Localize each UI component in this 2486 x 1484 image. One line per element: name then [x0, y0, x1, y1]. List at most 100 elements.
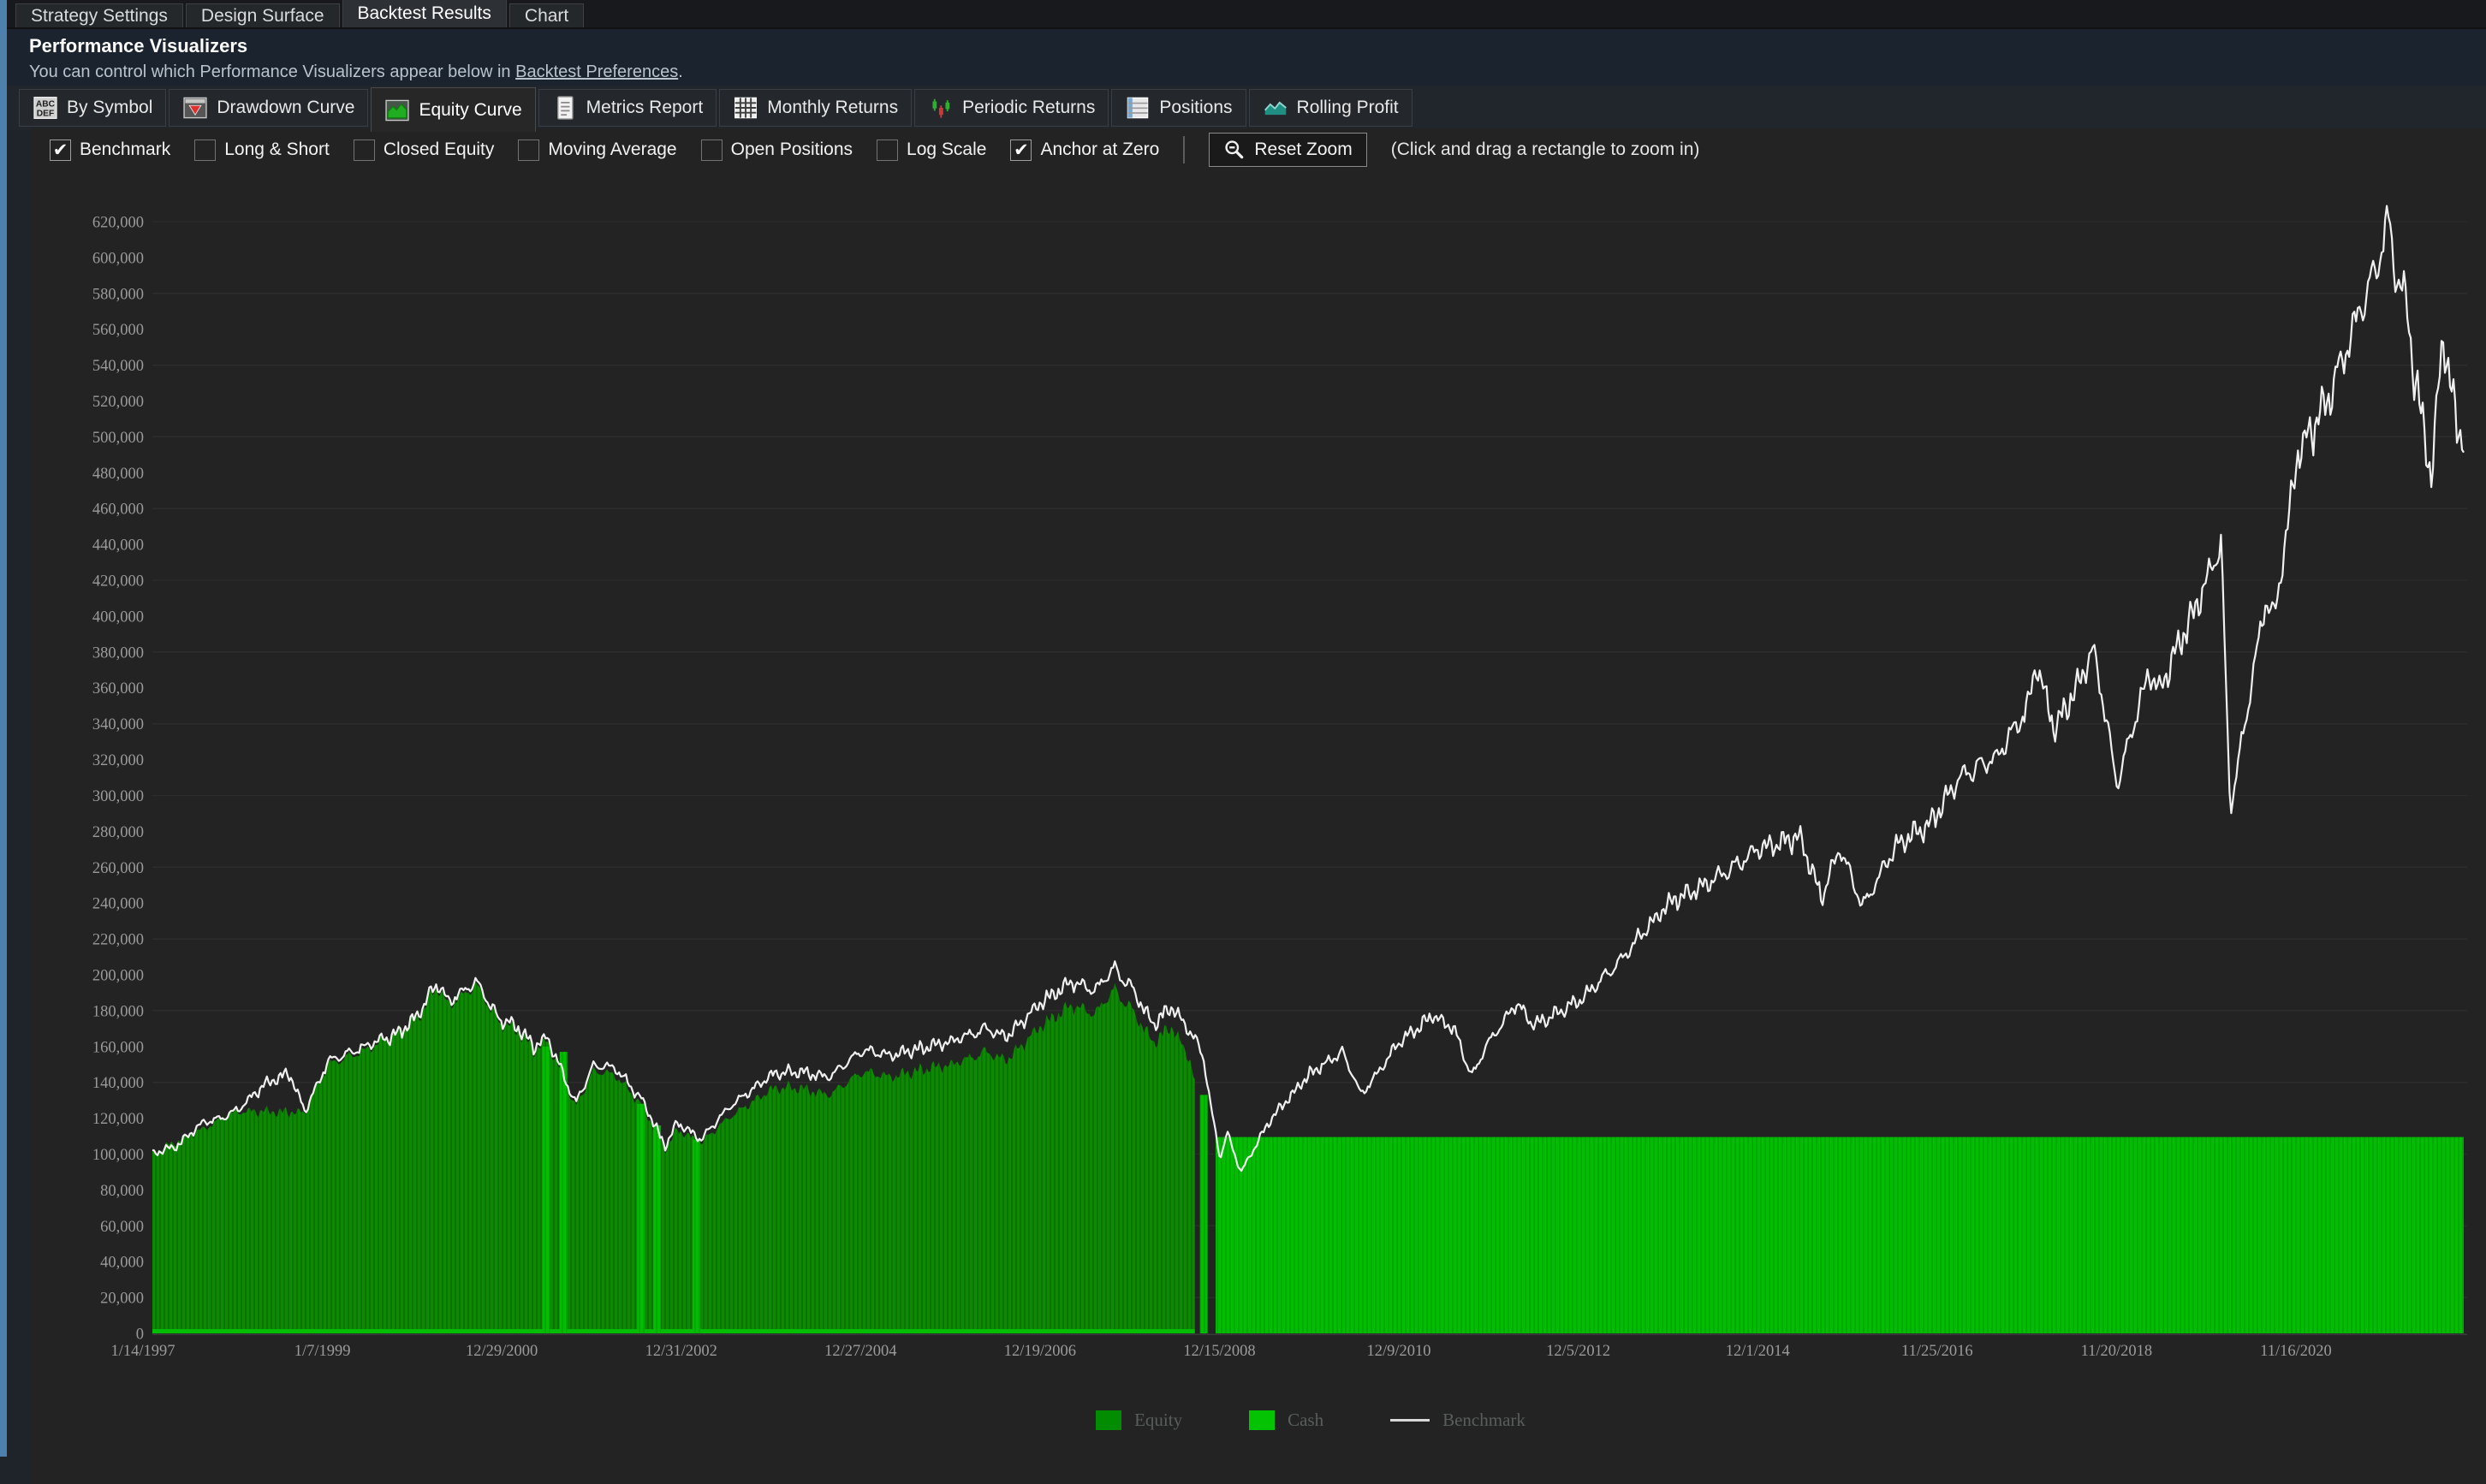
y-axis-tick-label: 260,000 — [92, 860, 144, 877]
y-axis-tick-label: 380,000 — [92, 644, 144, 662]
cash-blip-bar — [1199, 1095, 1208, 1333]
chart-legend: Equity Cash Benchmark — [152, 1405, 2469, 1434]
y-axis-tick-label: 140,000 — [92, 1075, 144, 1092]
visualizer-tab-periodic-returns[interactable]: Periodic Returns — [914, 89, 1109, 127]
y-axis-tick-label: 40,000 — [100, 1255, 144, 1272]
checkbox-open-positions[interactable]: Open Positions — [700, 139, 853, 161]
reset-zoom-button[interactable]: Reset Zoom — [1209, 133, 1367, 167]
svg-text:ABC: ABC — [36, 100, 56, 110]
checkbox-long-short[interactable]: Long & Short — [194, 139, 330, 161]
y-axis-tick-label: 240,000 — [92, 896, 144, 913]
y-axis-tick-label: 20,000 — [100, 1291, 144, 1308]
checked-checkbox-icon[interactable]: ✔ — [1010, 139, 1032, 161]
visualizer-tab-drawdown-curve[interactable]: Drawdown Curve — [169, 89, 369, 127]
checkbox-label: Long & Short — [224, 139, 330, 159]
window-tab-design-surface[interactable]: Design Surface — [185, 3, 340, 27]
x-axis-tick-label: 11/20/2018 — [2081, 1343, 2153, 1360]
y-axis-tick-label: 480,000 — [92, 466, 144, 483]
checkbox-label: Log Scale — [907, 139, 987, 159]
unchecked-checkbox-icon[interactable] — [194, 139, 217, 161]
y-axis-tick-label: 120,000 — [92, 1111, 144, 1128]
window-tab-chart[interactable]: Chart — [508, 3, 585, 27]
visualizer-tab-label: Rolling Profit — [1296, 98, 1399, 117]
visualizer-tab-positions[interactable]: Positions — [1111, 89, 1246, 127]
benchmark-line-series — [152, 205, 2465, 1172]
equity-chart-canvas[interactable]: 620,000 600,000 580,000 560,000 540,000 520,0… — [92, 193, 2481, 1386]
x-axis-tick-label: 12/29/2000 — [466, 1343, 538, 1360]
equity-area-series — [152, 981, 1195, 1333]
y-axis-tick-label: 300,000 — [92, 788, 144, 805]
y-axis-tick-label: 420,000 — [92, 573, 144, 591]
visualizer-tab-label: Positions — [1159, 98, 1233, 117]
page-title: Performance Visualizers — [29, 35, 248, 56]
checkbox-label: Benchmark — [80, 139, 171, 159]
y-axis-tick-label: 520,000 — [92, 394, 144, 411]
subtitle-text: You can control which Performance Visual… — [29, 62, 516, 81]
y-axis-tick-label: 220,000 — [92, 932, 144, 949]
visualizer-tab-label: Monthly Returns — [767, 98, 899, 117]
y-axis-tick-label: 560,000 — [92, 322, 144, 339]
y-axis-tick-label: 60,000 — [100, 1219, 144, 1236]
legend-benchmark-swatch — [1390, 1418, 1430, 1422]
checkbox-moving-average[interactable]: Moving Average — [518, 139, 677, 161]
legend-label: Benchmark — [1442, 1409, 1526, 1430]
checkbox-log-scale[interactable]: Log Scale — [877, 139, 986, 161]
cash-blip-bar — [653, 1125, 662, 1333]
visualizer-tab-label: By Symbol — [67, 98, 153, 117]
unchecked-checkbox-icon[interactable] — [877, 139, 899, 161]
y-axis-tick-label: 280,000 — [92, 824, 144, 841]
x-axis-tick-label: 1/7/1999 — [294, 1343, 351, 1360]
visualizer-tab-monthly-returns[interactable]: Monthly Returns — [719, 89, 913, 127]
equity-curve-icon — [384, 98, 410, 123]
visualizer-tab-metrics-report[interactable]: Metrics Report — [538, 89, 717, 127]
x-axis-tick-label: 12/1/2014 — [1726, 1343, 1790, 1360]
equity-curve-panel: ✔ Benchmark Long & Short Closed Equity Movin… — [31, 128, 2486, 1484]
performance-visualizers-header: Performance Visualizers You can control … — [7, 29, 2486, 86]
cash-blip-bar — [693, 1139, 700, 1333]
legend-label: Equity — [1134, 1409, 1183, 1430]
toolbar-separator — [1183, 136, 1186, 163]
checked-checkbox-icon[interactable]: ✔ — [50, 139, 71, 161]
window-tab-strategy-settings[interactable]: Strategy Settings — [15, 3, 183, 27]
visualizer-tab-rolling-profit[interactable]: Rolling Profit — [1248, 89, 1412, 127]
page-subtitle: You can control which Performance Visual… — [29, 62, 2486, 82]
zoom-hint-text: (Click and drag a rectangle to zoom in) — [1390, 139, 1700, 159]
unchecked-checkbox-icon[interactable] — [518, 139, 540, 161]
y-axis-tick-label: 100,000 — [92, 1147, 144, 1164]
dock-accent-strip — [0, 0, 7, 1457]
window-tab-bar: Strategy Settings Design Surface Backtest … — [7, 0, 2486, 29]
visualizer-tab-strip: ABC DEF By Symbol Drawdown Curve Equity Curv… — [7, 86, 2486, 132]
cash-blip-bar — [559, 1052, 568, 1333]
window-tab-backtest-results[interactable]: Backtest Results — [342, 0, 507, 27]
calendar-grid-icon — [733, 95, 758, 121]
periodic-bars-icon — [928, 95, 954, 121]
y-axis-tick-label: 0 — [136, 1327, 144, 1344]
chart-toolbar: ✔ Benchmark Long & Short Closed Equity Movin… — [31, 128, 2486, 171]
checkbox-anchor-at-zero[interactable]: ✔ Anchor at Zero — [1010, 139, 1159, 161]
visualizer-tab-label: Periodic Returns — [962, 98, 1096, 117]
y-axis-tick-label: 460,000 — [92, 502, 144, 519]
positions-table-icon — [1125, 95, 1151, 121]
legend-equity-swatch — [1096, 1410, 1122, 1430]
x-axis-tick-label: 12/19/2006 — [1004, 1343, 1076, 1360]
visualizer-tab-equity-curve[interactable]: Equity Curve — [371, 87, 536, 132]
checkbox-benchmark[interactable]: ✔ Benchmark — [50, 139, 170, 161]
checkbox-closed-equity[interactable]: Closed Equity — [353, 139, 495, 161]
x-axis-tick-label: 11/25/2016 — [1901, 1343, 1973, 1360]
visualizer-tab-label: Metrics Report — [586, 98, 704, 117]
backtest-preferences-link[interactable]: Backtest Preferences — [515, 62, 679, 81]
unchecked-checkbox-icon[interactable] — [700, 139, 723, 161]
checkbox-label: Moving Average — [548, 139, 677, 159]
y-axis-tick-label: 580,000 — [92, 286, 144, 303]
y-axis-tick-label: 540,000 — [92, 358, 144, 375]
x-axis-tick-label: 11/16/2020 — [2260, 1343, 2332, 1360]
visualizer-tab-label: Equity Curve — [419, 99, 522, 120]
checkbox-label: Closed Equity — [383, 139, 495, 159]
visualizer-tab-by-symbol[interactable]: ABC DEF By Symbol — [19, 89, 167, 127]
y-axis-tick-label: 600,000 — [92, 250, 144, 267]
legend-cash-swatch — [1249, 1410, 1276, 1430]
y-axis-tick-label: 440,000 — [92, 537, 144, 555]
unchecked-checkbox-icon[interactable] — [353, 139, 375, 161]
y-axis-tick-label: 360,000 — [92, 680, 144, 697]
x-axis-tick-label: 12/27/2004 — [824, 1343, 896, 1360]
